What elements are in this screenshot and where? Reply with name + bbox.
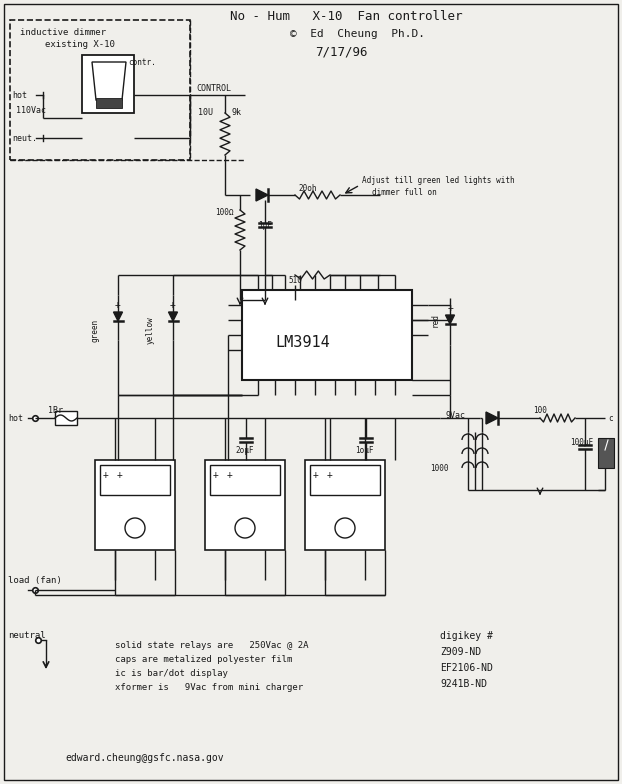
- Text: dimmer full on: dimmer full on: [372, 187, 437, 197]
- Text: 7/17/96: 7/17/96: [315, 45, 368, 59]
- Circle shape: [235, 518, 255, 538]
- Text: 110Vac: 110Vac: [16, 106, 46, 114]
- Text: 10U: 10U: [198, 107, 213, 117]
- Text: hot: hot: [8, 413, 23, 423]
- Text: ic is bar/dot display: ic is bar/dot display: [115, 670, 228, 678]
- Bar: [598, 438, 614, 468]
- Bar: [242, 290, 412, 380]
- Text: 100Ω: 100Ω: [215, 208, 233, 216]
- Circle shape: [335, 518, 355, 538]
- Text: Z909-ND: Z909-ND: [440, 647, 481, 657]
- Text: neut.: neut.: [12, 133, 37, 143]
- Text: 2oμF: 2oμF: [235, 445, 254, 455]
- Text: +: +: [213, 470, 219, 480]
- Text: hot: hot: [12, 90, 27, 100]
- Polygon shape: [486, 412, 498, 424]
- Text: +: +: [170, 300, 176, 310]
- Text: EF2106-ND: EF2106-ND: [440, 663, 493, 673]
- Text: +: +: [448, 303, 454, 313]
- Text: No - Hum   X-10  Fan controller: No - Hum X-10 Fan controller: [230, 9, 463, 23]
- Text: contr.: contr.: [128, 57, 156, 67]
- Text: digikey #: digikey #: [440, 631, 493, 641]
- Text: solid state relays are   250Vac @ 2A: solid state relays are 250Vac @ 2A: [115, 641, 309, 651]
- Bar: [82, 55, 134, 113]
- Text: 1μF: 1μF: [258, 220, 272, 230]
- Polygon shape: [169, 312, 177, 321]
- Text: LM3914: LM3914: [275, 335, 330, 350]
- Polygon shape: [92, 62, 126, 100]
- Text: +: +: [313, 470, 319, 480]
- Polygon shape: [113, 312, 123, 321]
- Polygon shape: [445, 315, 455, 324]
- Circle shape: [125, 518, 145, 538]
- Text: 100: 100: [533, 405, 547, 415]
- Text: 20oh: 20oh: [298, 183, 317, 193]
- Bar: [100, 465, 170, 495]
- Text: 9k: 9k: [232, 107, 242, 117]
- Text: 510: 510: [288, 275, 302, 285]
- Bar: [10, 20, 190, 160]
- Text: 9241B-ND: 9241B-ND: [440, 679, 487, 689]
- Text: +: +: [117, 470, 123, 480]
- Text: 100μF: 100μF: [570, 437, 593, 447]
- Text: green: green: [90, 318, 100, 342]
- Text: neutral: neutral: [8, 631, 45, 641]
- Text: inductive dimmer: inductive dimmer: [20, 27, 106, 37]
- Text: +: +: [115, 300, 121, 310]
- Bar: [205, 460, 285, 550]
- Text: edward.cheung@gsfc.nasa.gov: edward.cheung@gsfc.nasa.gov: [65, 753, 224, 763]
- Bar: [55, 411, 77, 425]
- Text: +: +: [103, 470, 109, 480]
- Text: existing X-10: existing X-10: [45, 39, 115, 49]
- Text: c: c: [608, 413, 613, 423]
- Text: xformer is   9Vac from mini charger: xformer is 9Vac from mini charger: [115, 684, 303, 692]
- Text: 9Vac: 9Vac: [445, 411, 465, 419]
- Bar: [310, 465, 380, 495]
- Text: load (fan): load (fan): [8, 575, 62, 585]
- Text: red: red: [430, 313, 440, 327]
- Text: caps are metalized polyester film: caps are metalized polyester film: [115, 655, 292, 665]
- Text: 1000: 1000: [430, 463, 448, 473]
- Text: Adjust till green led lights with: Adjust till green led lights with: [362, 176, 514, 184]
- Text: +: +: [227, 470, 233, 480]
- Text: 1oμF: 1oμF: [355, 445, 373, 455]
- Text: ©  Ed  Cheung  Ph.D.: © Ed Cheung Ph.D.: [290, 29, 425, 39]
- Bar: [305, 460, 385, 550]
- Text: +: +: [327, 470, 333, 480]
- Text: CONTROL: CONTROL: [196, 84, 231, 93]
- Polygon shape: [256, 189, 268, 201]
- Bar: [210, 465, 280, 495]
- Bar: [96, 98, 122, 108]
- Text: yellow: yellow: [146, 316, 154, 344]
- Bar: [95, 460, 175, 550]
- Text: 1Br: 1Br: [48, 405, 63, 415]
